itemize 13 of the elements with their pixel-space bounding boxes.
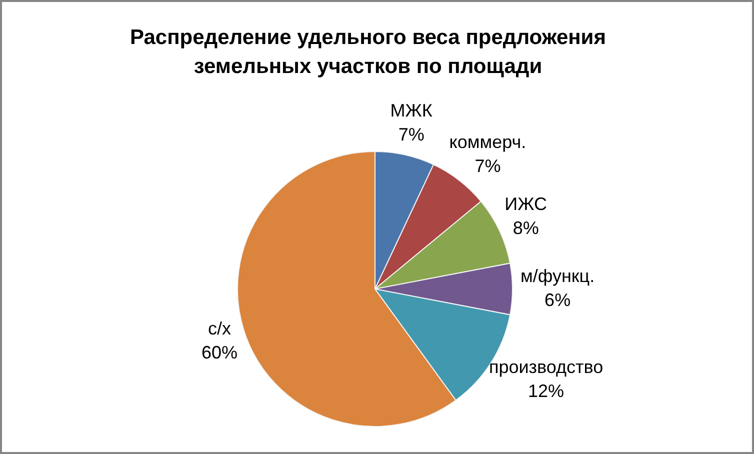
data-label: 7% (398, 124, 424, 145)
slice-label: МЖК (390, 100, 433, 121)
data-label: 60% (201, 342, 238, 362)
data-label: 12% (528, 380, 564, 401)
slice-label: коммерч. (449, 132, 526, 152)
chart-title: Распределение удельного веса предложения земельных участков по площади (129, 25, 607, 80)
data-label: 6% (544, 290, 571, 310)
slice-label: ИЖС (504, 194, 547, 214)
data-label: 8% (512, 218, 539, 238)
data-label: 7% (474, 156, 501, 176)
slice-label: с/х (208, 318, 231, 338)
slice-label: м/функц. (520, 266, 595, 286)
slice-label: производство (488, 356, 604, 377)
